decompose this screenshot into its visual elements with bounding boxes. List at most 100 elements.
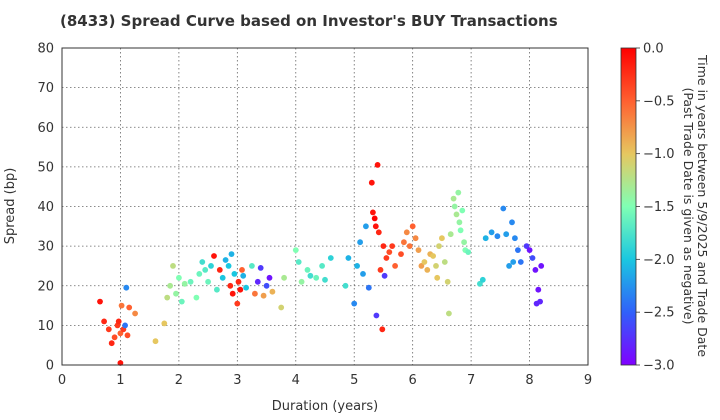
data-point [126, 304, 133, 311]
x-tick-label: 9 [584, 373, 592, 388]
data-point [535, 286, 542, 293]
data-point [380, 243, 387, 250]
data-point [444, 278, 451, 285]
y-tick-label: 50 [37, 160, 54, 175]
data-point [342, 282, 349, 289]
data-point [433, 263, 439, 269]
y-tick-labels: 0 10 20 30 40 50 60 70 80 [37, 42, 54, 374]
data-point [375, 229, 382, 236]
data-point [167, 282, 174, 289]
data-point [459, 207, 466, 214]
x-axis-label: Duration (years) [272, 399, 379, 414]
data-point [117, 360, 124, 366]
chart-title: (8433) Spread Curve based on Investor's … [60, 12, 558, 30]
y-axis-label: Spread (bp) [3, 168, 18, 245]
data-point [249, 263, 255, 269]
data-point [538, 263, 545, 269]
data-point [205, 278, 212, 285]
y-tick-label: 40 [37, 200, 54, 215]
data-point [239, 267, 245, 273]
data-point [234, 300, 241, 307]
data-point [211, 253, 217, 259]
data-point [461, 239, 467, 246]
data-point [424, 267, 431, 273]
data-point [252, 290, 258, 297]
data-point [152, 338, 159, 345]
data-point [512, 235, 518, 242]
data-point [453, 211, 460, 218]
data-point [401, 239, 407, 246]
data-point [370, 209, 376, 216]
data-point [178, 298, 185, 305]
data-point [406, 243, 413, 250]
data-point [494, 233, 501, 240]
colorbar-tick-label: −2.5 [643, 306, 675, 321]
y-tick-label: 70 [37, 81, 54, 96]
x-tick-label: 8 [525, 373, 533, 388]
data-point [122, 322, 128, 329]
y-tick-label: 0 [46, 359, 54, 374]
data-point [434, 274, 441, 281]
data-point [446, 310, 452, 317]
data-point [415, 247, 422, 254]
colorbar-tick-labels: 0.0 −0.5 −1.0 −1.5 −2.0 −2.5 −3.0 [636, 42, 675, 374]
data-point [523, 243, 530, 250]
colorbar-tick-label: −2.0 [643, 253, 675, 268]
data-point [532, 267, 539, 273]
colorbar-tick-label: −1.5 [643, 200, 675, 215]
data-point [260, 292, 267, 299]
data-point [240, 272, 247, 279]
data-point [237, 286, 244, 293]
data-point [319, 263, 325, 269]
colorbar-label-line2: (Past Trade Date is given as negative) [681, 88, 696, 325]
data-point [181, 280, 188, 287]
data-point [360, 271, 366, 277]
data-point [117, 330, 124, 337]
data-point [345, 255, 352, 261]
data-point [386, 249, 393, 256]
colorbar-tick-label: −1.0 [643, 147, 675, 162]
data-point [196, 271, 203, 277]
data-point [115, 318, 122, 325]
data-point [108, 340, 115, 347]
data-point [403, 229, 410, 236]
data-points [97, 162, 545, 366]
data-point [436, 243, 442, 250]
data-point [506, 263, 512, 269]
data-point [517, 259, 524, 265]
data-point [409, 223, 416, 230]
data-point [228, 251, 235, 257]
grid-lines [62, 48, 588, 365]
data-point [295, 259, 302, 265]
data-point [526, 247, 533, 254]
data-point [304, 267, 311, 273]
data-point [298, 278, 305, 285]
data-point [111, 334, 118, 341]
data-point [510, 259, 517, 265]
data-point [447, 231, 454, 238]
x-tick-label: 0 [58, 373, 66, 388]
data-point [392, 263, 398, 269]
data-point [235, 278, 242, 285]
data-point [231, 271, 238, 277]
data-point [307, 272, 314, 279]
data-point [377, 267, 384, 273]
data-point [225, 263, 232, 269]
data-point [105, 326, 112, 333]
x-tick-label: 2 [175, 373, 183, 388]
data-point [398, 251, 404, 257]
data-point [219, 274, 226, 281]
x-tick-label: 6 [409, 373, 417, 388]
data-point [118, 302, 125, 309]
data-point [371, 215, 378, 222]
data-point [488, 229, 495, 236]
data-point [170, 263, 176, 269]
colorbar [620, 47, 637, 366]
data-point [214, 286, 220, 293]
y-tick-label: 80 [37, 42, 54, 57]
colorbar-tick-label: −0.5 [643, 94, 675, 109]
data-point [503, 231, 510, 238]
data-point [372, 223, 379, 230]
data-point [97, 298, 103, 305]
